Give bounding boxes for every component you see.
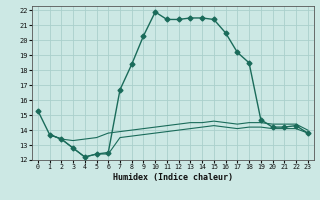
X-axis label: Humidex (Indice chaleur): Humidex (Indice chaleur)	[113, 173, 233, 182]
